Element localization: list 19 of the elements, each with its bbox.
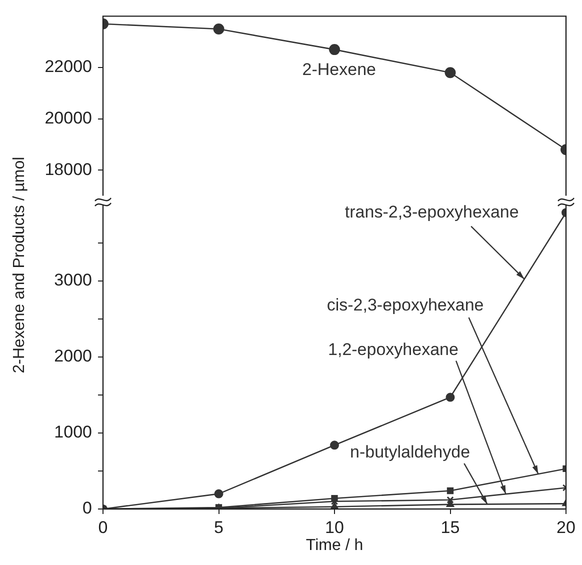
- text: trans-2,3-epoxyhexane: [344, 202, 519, 222]
- x-tick-label: 20: [556, 518, 576, 537]
- y-axis-title: 2-Hexene and Products / µmol: [11, 156, 29, 374]
- text: 1,2-epoxyhexane: [328, 340, 458, 360]
- y-tick-label: 18000: [44, 160, 92, 179]
- y-tick-label: 20000: [44, 108, 92, 128]
- x-tick-label: 5: [214, 518, 224, 537]
- y-tick-label: 2000: [54, 346, 92, 366]
- x-tick-label: 0: [98, 518, 108, 537]
- x-tick-label: 15: [440, 518, 460, 537]
- x-axis-title: Time / h: [306, 536, 364, 554]
- text: cis-2,3-epoxyhexane: [326, 296, 484, 315]
- x-tick-label: 10: [325, 518, 344, 537]
- y-tick-label: 1000: [54, 422, 92, 442]
- y-tick-label: 3000: [54, 270, 92, 290]
- text: n-butylaldehyde: [350, 442, 470, 462]
- y-tick-label: 0: [82, 498, 92, 518]
- series-label: 2-Hexene: [302, 60, 376, 80]
- y-tick-label: 22000: [44, 57, 92, 76]
